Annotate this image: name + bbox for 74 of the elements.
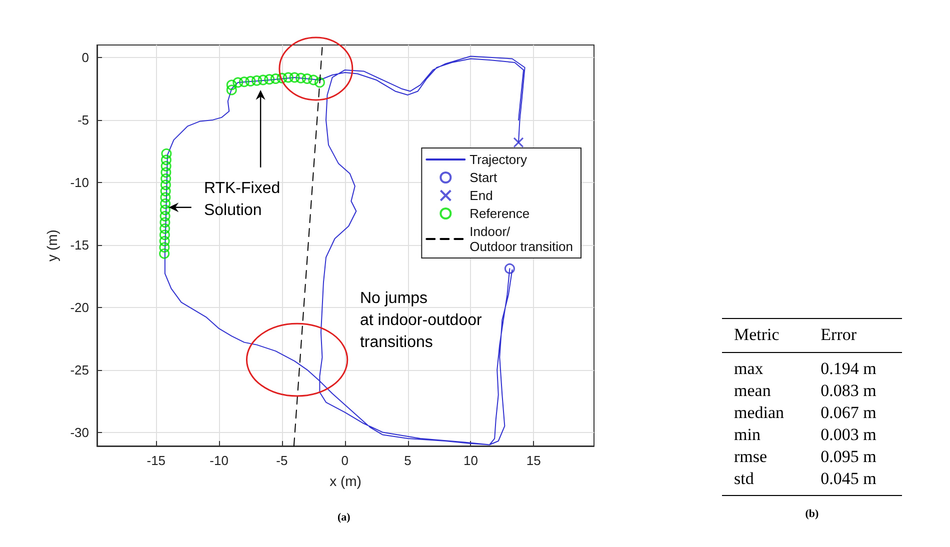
legend-label: End (470, 188, 493, 203)
point (160, 192, 171, 203)
y-tick-label: -15 (70, 237, 89, 252)
x-tick-label: -5 (276, 453, 288, 468)
y-tick-label: -5 (77, 112, 89, 128)
point (270, 73, 281, 84)
point (264, 74, 275, 85)
point (160, 198, 171, 209)
x-tick-label: -10 (210, 453, 228, 468)
text: max (733, 358, 764, 380)
point (296, 72, 306, 84)
point (513, 137, 524, 148)
text: 0.095 m (820, 446, 878, 468)
point (160, 186, 171, 196)
point (160, 204, 170, 216)
point (238, 76, 250, 88)
y-tick-label: 0 (82, 50, 89, 65)
point (160, 223, 170, 234)
point (245, 76, 256, 86)
text: min (733, 424, 762, 446)
legend-label: Trajectory (470, 152, 528, 167)
y-tick-label: -30 (70, 424, 89, 440)
point (252, 75, 262, 86)
y-tick-label: -25 (70, 362, 89, 378)
point (308, 74, 319, 86)
legend-label: Indoor/ Outdoor transition (470, 224, 574, 254)
point (232, 77, 244, 88)
point (160, 173, 172, 184)
point (160, 217, 170, 228)
text: 0.194 m (820, 358, 878, 380)
text: median (733, 402, 786, 424)
point (504, 263, 515, 274)
point (160, 167, 172, 178)
point (160, 160, 172, 172)
legend-label: Start (470, 170, 498, 185)
point (160, 210, 170, 222)
point (159, 242, 170, 253)
point (226, 80, 237, 90)
legend-label: Reference (470, 206, 530, 221)
y-tick-label: -10 (70, 174, 89, 190)
point (160, 154, 172, 166)
point (161, 148, 172, 159)
point (276, 72, 288, 84)
point (302, 73, 312, 84)
y-tick-label: -20 (70, 300, 89, 315)
text: Metric (733, 324, 780, 346)
x-tick-label: 15 (526, 453, 541, 468)
y-axis-title: y (m) (44, 230, 60, 262)
x-tick-label: -15 (146, 453, 166, 468)
x-axis-title: x (m) (330, 473, 362, 489)
point (160, 180, 171, 190)
text: 0.083 m (820, 380, 878, 402)
point (314, 77, 325, 88)
annotation: RTK-Fixed Solution (204, 180, 280, 219)
text: (b) (804, 508, 820, 520)
point (159, 230, 170, 240)
text: mean (733, 380, 772, 402)
annotation: No jumps at indoor-outdoor transitions (360, 290, 482, 351)
text: std (733, 468, 755, 490)
point (159, 236, 170, 246)
text: rmse (733, 446, 768, 468)
text: (a) (338, 512, 351, 524)
text: 0.003 m (820, 424, 878, 446)
point (226, 84, 237, 96)
x-tick-label: 5 (404, 453, 412, 468)
text: 0.045 m (820, 468, 878, 490)
x-tick-label: 0 (341, 453, 348, 468)
point (258, 74, 268, 86)
point (283, 72, 294, 83)
point (289, 72, 300, 83)
text: 0.067 m (820, 402, 878, 424)
point (159, 248, 170, 259)
x-tick-label: 10 (463, 453, 478, 468)
text: Error (820, 324, 858, 346)
